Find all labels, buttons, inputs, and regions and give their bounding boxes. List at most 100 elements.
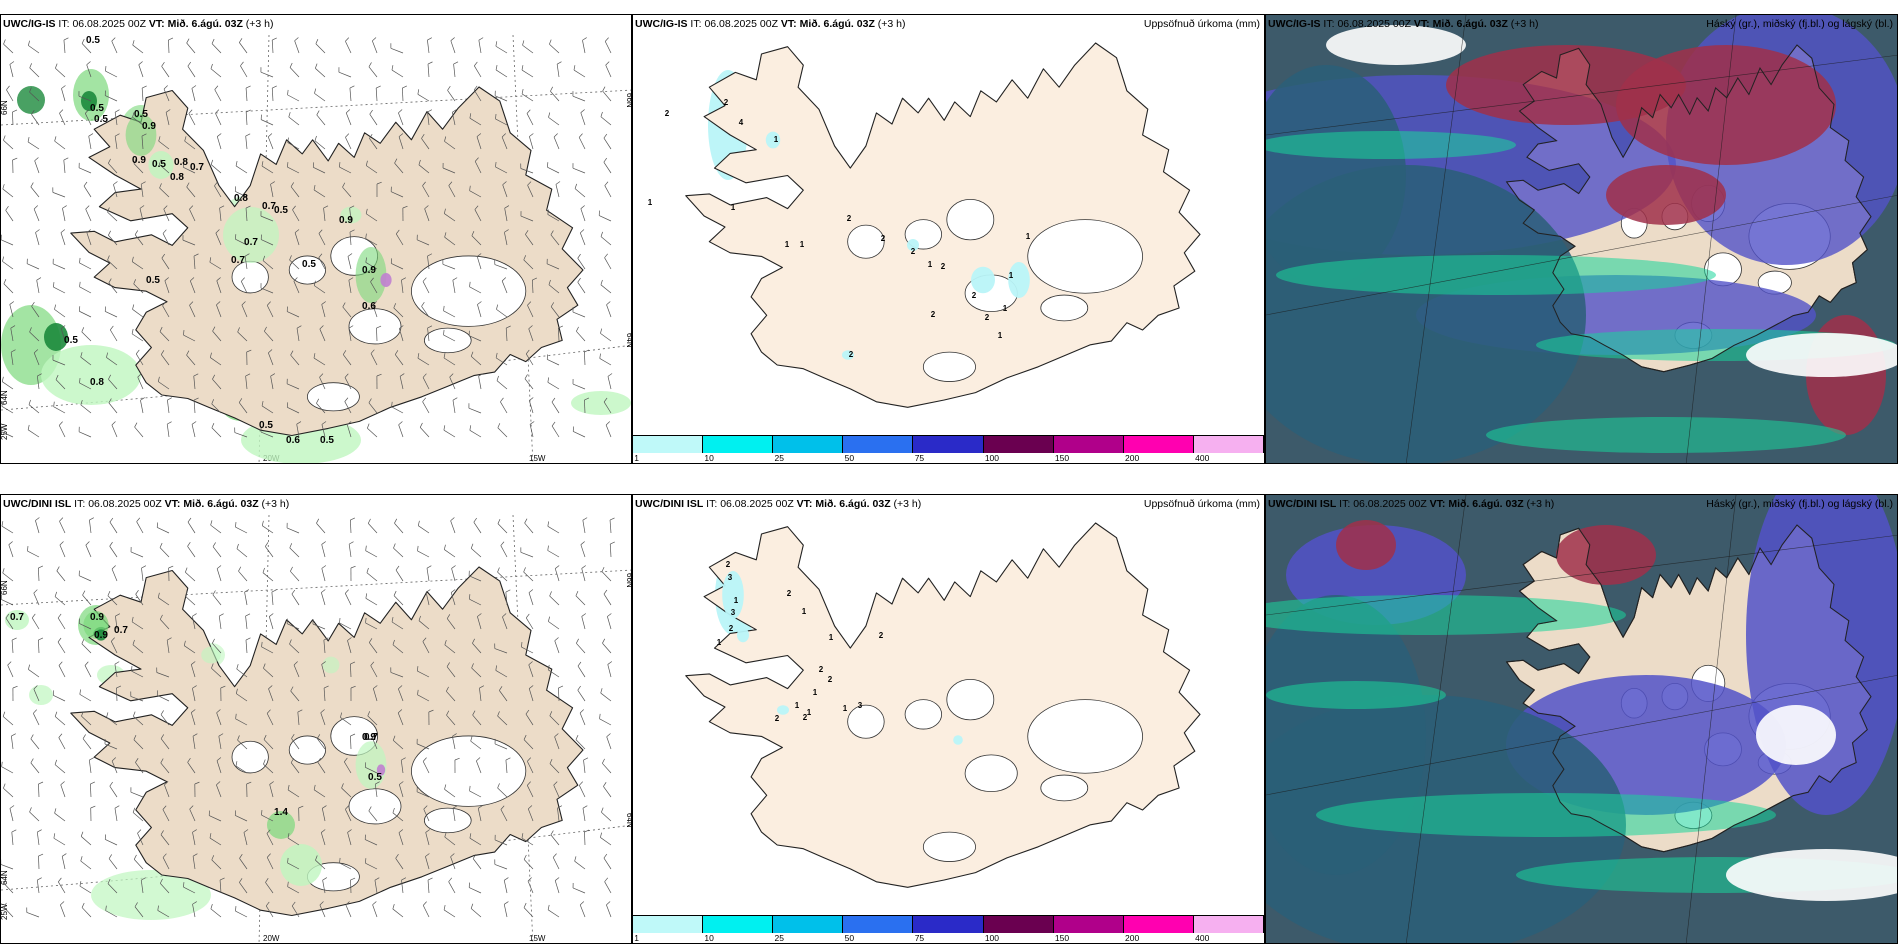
precip-value-label: 0.5 bbox=[86, 35, 100, 46]
wind-barb-flag bbox=[246, 781, 252, 785]
wind-barb-flag bbox=[315, 39, 319, 44]
precip-area bbox=[1008, 262, 1030, 298]
wind-barb-flag bbox=[527, 181, 532, 186]
graticule-label: 66N bbox=[1, 100, 9, 115]
wind-barb-flag bbox=[502, 181, 507, 186]
wind-barb bbox=[140, 184, 144, 198]
wind-barb-flag bbox=[521, 642, 523, 648]
wind-barb bbox=[1, 766, 14, 774]
it-label: IT: bbox=[1323, 18, 1335, 30]
cloud-teal-area bbox=[1266, 595, 1626, 635]
wind-barb bbox=[572, 887, 586, 894]
wind-barb-flag bbox=[495, 352, 498, 358]
wind-barb-flag bbox=[215, 109, 220, 114]
wind-barb-flag bbox=[345, 133, 350, 138]
wind-barb bbox=[79, 694, 92, 702]
precip-value-label: 0.5 bbox=[90, 103, 104, 114]
graticule-label: 66N bbox=[1, 580, 9, 595]
wind-barb-flag bbox=[452, 805, 458, 809]
wind-barb-flag bbox=[106, 712, 109, 718]
wind-barb bbox=[57, 617, 66, 630]
legend-swatch bbox=[1193, 916, 1264, 933]
wind-barb bbox=[471, 548, 482, 558]
wind-barb bbox=[391, 621, 404, 630]
wind-barb bbox=[422, 641, 430, 654]
wind-barb bbox=[527, 880, 534, 894]
wind-barb bbox=[109, 546, 118, 558]
wind-barb bbox=[548, 117, 560, 126]
wind-barb-flag bbox=[577, 277, 581, 283]
wind-barb-flag bbox=[583, 757, 589, 761]
grid-line bbox=[1685, 495, 1737, 943]
legend-tick-label: 400 bbox=[1195, 933, 1210, 943]
precip-area bbox=[737, 627, 749, 643]
wind-barb bbox=[78, 95, 92, 102]
wind-barb-flag bbox=[159, 614, 163, 620]
wind-barb bbox=[602, 642, 612, 654]
wind-barb bbox=[473, 89, 482, 102]
wind-barb-flag bbox=[239, 878, 243, 883]
wind-barb bbox=[30, 762, 40, 774]
wind-barb bbox=[550, 834, 560, 846]
wind-barb bbox=[444, 836, 456, 846]
wind-barb bbox=[56, 570, 66, 582]
wind-barb-flag bbox=[365, 257, 367, 263]
wind-barb bbox=[349, 88, 352, 102]
model-name: UWC/IG-IS bbox=[635, 18, 688, 30]
wind-barb bbox=[79, 262, 92, 270]
wind-barb bbox=[286, 383, 300, 390]
wind-barb-flag bbox=[502, 613, 507, 618]
wind-barb bbox=[107, 259, 118, 270]
wind-barb bbox=[245, 136, 248, 150]
wind-barb bbox=[191, 424, 196, 438]
wind-barb-flag bbox=[402, 85, 408, 89]
wind-barb bbox=[346, 424, 352, 438]
wind-barb-flag bbox=[109, 517, 114, 523]
wind-barb bbox=[88, 136, 92, 150]
wind-barb-flag bbox=[28, 399, 31, 405]
wind-barb-flag bbox=[266, 829, 271, 834]
wind-barb bbox=[160, 354, 170, 366]
precip-value-label: 1 bbox=[829, 633, 834, 642]
wind-barb bbox=[58, 425, 66, 438]
wind-barb-flag bbox=[57, 637, 62, 643]
wind-barb-flag bbox=[582, 37, 587, 41]
precip-value-label: 1 bbox=[1009, 271, 1014, 280]
wind-barb bbox=[79, 885, 92, 894]
wind-barb-flag bbox=[238, 566, 242, 572]
wind-barb bbox=[293, 664, 300, 678]
wind-barb bbox=[418, 164, 430, 174]
wind-barb bbox=[109, 329, 118, 342]
wind-barb-flag bbox=[350, 685, 356, 689]
wind-barb-flag bbox=[584, 349, 590, 353]
wind-barb bbox=[187, 521, 196, 534]
wind-barb-flag bbox=[321, 421, 327, 425]
wind-barb bbox=[549, 763, 560, 774]
wind-barb-flag bbox=[452, 733, 457, 737]
wind-barb bbox=[572, 383, 586, 390]
wind-barb-flag bbox=[111, 637, 115, 642]
wind-barb bbox=[503, 904, 508, 918]
wind-barb bbox=[522, 44, 534, 54]
wind-barb bbox=[318, 233, 326, 246]
wind-barb bbox=[501, 280, 508, 294]
wind-barb bbox=[159, 547, 170, 558]
wind-barb bbox=[393, 740, 404, 750]
wind-barb bbox=[107, 595, 118, 606]
wind-barb-flag bbox=[556, 61, 562, 65]
precip-value-label: 4 bbox=[739, 118, 744, 127]
wind-barb bbox=[270, 184, 274, 198]
wind-barb bbox=[471, 667, 482, 678]
wind-barb bbox=[239, 882, 248, 894]
wind-barb bbox=[29, 811, 40, 822]
wind-barb-flag bbox=[323, 637, 329, 641]
wind-barb-flag bbox=[532, 277, 538, 281]
wind-barb bbox=[133, 739, 144, 750]
wind-barb-flag bbox=[9, 805, 15, 809]
wind-barb bbox=[161, 257, 170, 270]
wind-barb bbox=[131, 670, 144, 678]
wind-barb bbox=[313, 167, 326, 174]
legend-swatch bbox=[633, 436, 704, 453]
wind-barb bbox=[184, 140, 196, 150]
wind-barb-flag bbox=[8, 541, 13, 545]
